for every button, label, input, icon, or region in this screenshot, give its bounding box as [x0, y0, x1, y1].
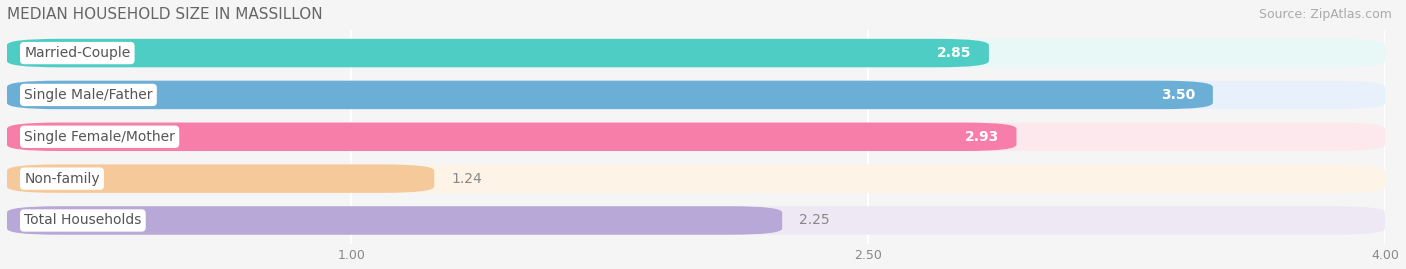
Text: Non-family: Non-family [24, 172, 100, 186]
FancyBboxPatch shape [7, 39, 988, 67]
FancyBboxPatch shape [7, 81, 1213, 109]
FancyBboxPatch shape [7, 206, 1385, 235]
Text: 1.24: 1.24 [451, 172, 482, 186]
Text: 2.85: 2.85 [938, 46, 972, 60]
FancyBboxPatch shape [7, 123, 1017, 151]
FancyBboxPatch shape [7, 206, 782, 235]
FancyBboxPatch shape [7, 164, 434, 193]
FancyBboxPatch shape [7, 164, 1385, 193]
Text: Single Male/Father: Single Male/Father [24, 88, 153, 102]
Text: 2.25: 2.25 [800, 214, 830, 228]
Text: 2.93: 2.93 [965, 130, 1000, 144]
FancyBboxPatch shape [7, 39, 1385, 67]
Text: Married-Couple: Married-Couple [24, 46, 131, 60]
Text: Source: ZipAtlas.com: Source: ZipAtlas.com [1258, 8, 1392, 21]
Text: MEDIAN HOUSEHOLD SIZE IN MASSILLON: MEDIAN HOUSEHOLD SIZE IN MASSILLON [7, 7, 322, 22]
FancyBboxPatch shape [7, 123, 1385, 151]
Text: Single Female/Mother: Single Female/Mother [24, 130, 174, 144]
Text: 3.50: 3.50 [1161, 88, 1195, 102]
Text: Total Households: Total Households [24, 214, 142, 228]
FancyBboxPatch shape [7, 81, 1385, 109]
